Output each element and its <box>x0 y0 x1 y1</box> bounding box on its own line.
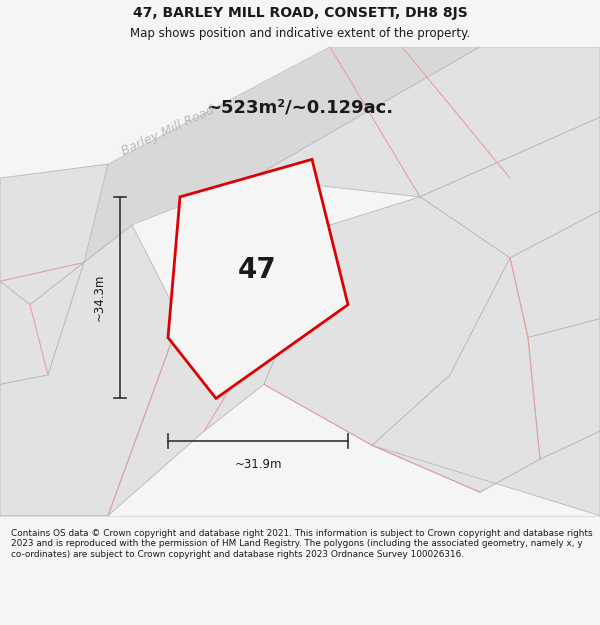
Polygon shape <box>510 319 600 459</box>
Polygon shape <box>0 164 108 304</box>
Text: 47: 47 <box>238 256 276 284</box>
Polygon shape <box>264 197 510 445</box>
Polygon shape <box>0 262 84 384</box>
Polygon shape <box>510 211 600 338</box>
Text: ~31.9m: ~31.9m <box>234 458 282 471</box>
Text: Contains OS data © Crown copyright and database right 2021. This information is : Contains OS data © Crown copyright and d… <box>11 529 592 559</box>
Polygon shape <box>168 159 348 399</box>
Polygon shape <box>0 47 480 262</box>
Polygon shape <box>0 225 180 516</box>
Text: ~34.3m: ~34.3m <box>92 274 106 321</box>
Text: Barley Mill Road: Barley Mill Road <box>119 104 217 159</box>
Text: ~523m²/~0.129ac.: ~523m²/~0.129ac. <box>206 99 394 117</box>
Polygon shape <box>252 47 600 197</box>
Polygon shape <box>372 431 600 516</box>
Polygon shape <box>420 118 600 258</box>
Polygon shape <box>372 258 540 492</box>
Polygon shape <box>108 178 330 516</box>
Text: Map shows position and indicative extent of the property.: Map shows position and indicative extent… <box>130 28 470 40</box>
Text: 47, BARLEY MILL ROAD, CONSETT, DH8 8JS: 47, BARLEY MILL ROAD, CONSETT, DH8 8JS <box>133 6 467 20</box>
